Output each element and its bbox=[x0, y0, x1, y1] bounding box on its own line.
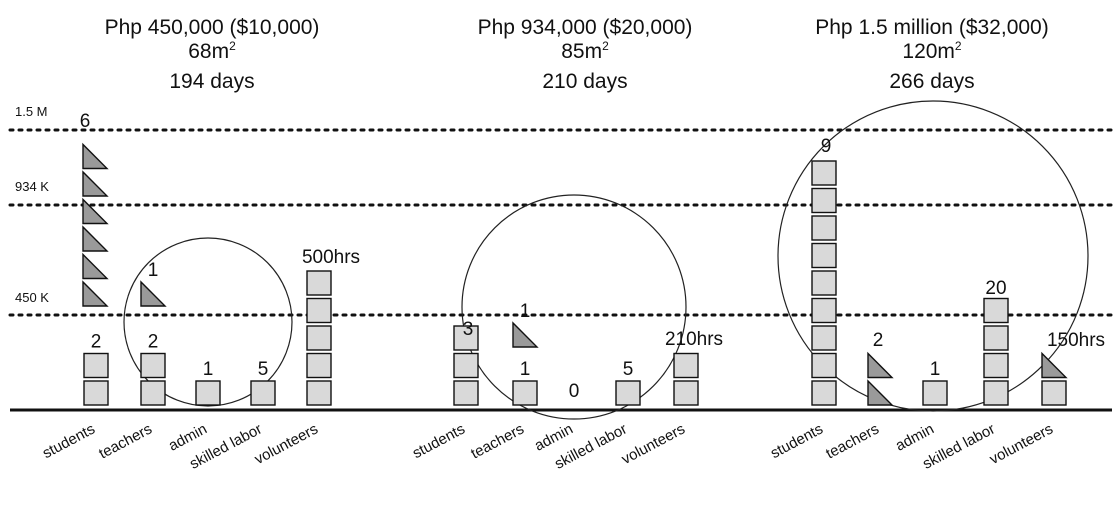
p2-volunteers-label: volunteers bbox=[619, 421, 688, 469]
p2-students-square-2 bbox=[453, 352, 479, 379]
p3-students-square-7 bbox=[811, 215, 837, 241]
p2-volunteers-square-2 bbox=[673, 352, 699, 379]
p2-students-square-1 bbox=[453, 380, 479, 406]
p1-skilled-labor-count: 5 bbox=[258, 359, 269, 380]
p3-admin-count: 1 bbox=[930, 359, 941, 380]
p3-students-label: students bbox=[768, 421, 826, 463]
p1-teachers-square-2 bbox=[140, 352, 166, 379]
budget-circle-project-2 bbox=[461, 194, 687, 420]
project-2-duration: 210 days bbox=[542, 70, 628, 93]
p2-volunteers-count: 210hrs bbox=[665, 329, 723, 350]
p3-students-square-6 bbox=[811, 242, 837, 269]
level-label-450k: 450 K bbox=[15, 290, 49, 305]
project-1-headline: Php 450,000 ($10,000) 68m2 194 days bbox=[47, 16, 377, 94]
p3-students-square-4 bbox=[811, 297, 837, 324]
level-label-1500k: 1.5 M bbox=[15, 104, 48, 119]
p3-skilled-labor-square-2 bbox=[983, 352, 1009, 379]
project-1-area: 68m2 bbox=[188, 39, 236, 63]
p2-teachers-label: teachers bbox=[468, 421, 527, 463]
p3-admin-label: admin bbox=[893, 421, 937, 455]
project-3-cost: Php 1.5 million ($32,000) bbox=[815, 16, 1049, 39]
p1-volunteers-square-3 bbox=[306, 325, 332, 351]
p3-students-square-2 bbox=[811, 352, 837, 379]
project-2-cost: Php 934,000 ($20,000) bbox=[477, 16, 693, 39]
p1-skilled-labor-square-1 bbox=[250, 380, 276, 406]
p3-teachers-label: teachers bbox=[823, 421, 882, 463]
project-2-area: 85m2 bbox=[561, 39, 609, 63]
p1-admin-count: 1 bbox=[203, 359, 214, 380]
p1-students-square-2 bbox=[83, 352, 109, 379]
p3-students-square-1 bbox=[811, 380, 837, 406]
p1-volunteers-square-1 bbox=[306, 380, 332, 406]
project-3-headline: Php 1.5 million ($32,000) 120m2 266 days bbox=[767, 16, 1097, 94]
budget-circle-project-1 bbox=[123, 237, 293, 407]
budget-circle-project-3 bbox=[777, 100, 1089, 412]
p1-side-triangle-6 bbox=[82, 142, 109, 170]
project-3-duration: 266 days bbox=[889, 70, 975, 93]
p1-volunteers-square-4 bbox=[306, 297, 332, 324]
staff-marks bbox=[82, 142, 1068, 406]
p2-skilled-labor-square-1 bbox=[615, 380, 641, 406]
p3-skilled-labor-square-1 bbox=[983, 380, 1009, 406]
p1-teachers-extra-triangle-1 bbox=[140, 280, 167, 307]
p3-skilled-labor-count: 20 bbox=[985, 278, 1006, 299]
p1-teachers-count: 2 bbox=[148, 332, 159, 353]
p1-side-triangle-5 bbox=[82, 170, 109, 197]
p1-side-triangle-1 bbox=[82, 280, 109, 307]
p2-students-count: 3 bbox=[463, 319, 474, 340]
p2-students-square-3 bbox=[453, 325, 479, 351]
p3-skilled-labor-square-3 bbox=[983, 325, 1009, 351]
p3-students-square-3 bbox=[811, 325, 837, 351]
p2-skilled-labor-count: 5 bbox=[623, 359, 634, 380]
p1-admin-square-1 bbox=[195, 380, 221, 406]
p3-teachers-triangle-1 bbox=[867, 379, 894, 406]
project-3-area: 120m2 bbox=[902, 39, 962, 63]
p3-skilled-labor-square-4 bbox=[983, 297, 1009, 324]
p1-teachers-square-1 bbox=[140, 380, 166, 406]
p1-volunteers-label: volunteers bbox=[252, 421, 321, 469]
p2-teachers-square-1 bbox=[512, 380, 538, 406]
p3-volunteers-square-1 bbox=[1041, 380, 1067, 406]
p2-teachers-count: 1 bbox=[520, 359, 531, 380]
p1-volunteers-square-5 bbox=[306, 270, 332, 296]
p1-students-square-1 bbox=[83, 380, 109, 406]
p2-students-label: students bbox=[410, 421, 468, 463]
p1-side-triangle-3 bbox=[82, 225, 109, 252]
p1-students-count: 2 bbox=[91, 332, 102, 353]
project-1-duration: 194 days bbox=[169, 70, 255, 93]
p1-teachers-extra-count: 1 bbox=[148, 260, 159, 281]
p1-students-label: students bbox=[40, 421, 98, 463]
p1-teachers-label: teachers bbox=[96, 421, 155, 463]
count-tags: 2 2 1 1 5 500hrs 6 3 1 1 0 5 210hrs 9 2 1 20 150hrs bbox=[80, 111, 1105, 402]
p1-side-triangle-4 bbox=[82, 197, 109, 225]
p2-admin-count: 0 bbox=[569, 381, 580, 402]
p2-teachers-extra-count: 1 bbox=[520, 301, 531, 322]
p3-volunteers-count: 150hrs bbox=[1047, 330, 1105, 351]
p1-volunteers-count: 500hrs bbox=[302, 247, 360, 268]
p2-teachers-extra-triangle-1 bbox=[512, 321, 539, 348]
p3-students-square-9 bbox=[811, 160, 837, 186]
p3-admin-square-1 bbox=[922, 380, 948, 406]
level-label-934k: 934 K bbox=[15, 179, 49, 194]
p2-volunteers-square-1 bbox=[673, 380, 699, 406]
p3-students-square-5 bbox=[811, 270, 837, 296]
p3-teachers-triangle-2 bbox=[867, 351, 894, 379]
p3-teachers-count: 2 bbox=[873, 330, 884, 351]
p1-volunteers-square-2 bbox=[306, 352, 332, 379]
project-1-cost: Php 450,000 ($10,000) bbox=[104, 16, 320, 39]
p1-side-count: 6 bbox=[80, 111, 91, 132]
p3-volunteers-triangle-2 bbox=[1041, 351, 1068, 379]
p3-volunteers-label: volunteers bbox=[987, 421, 1056, 469]
p1-side-triangle-2 bbox=[82, 252, 109, 280]
p3-students-count: 9 bbox=[821, 136, 832, 157]
project-2-headline: Php 934,000 ($20,000) 85m2 210 days bbox=[420, 16, 750, 94]
p3-students-square-8 bbox=[811, 187, 837, 214]
